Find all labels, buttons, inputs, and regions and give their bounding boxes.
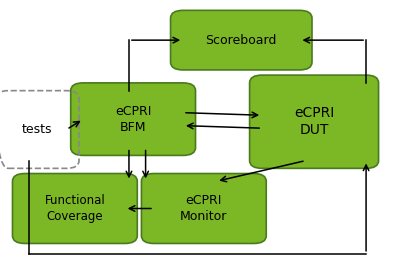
FancyBboxPatch shape: [71, 83, 196, 155]
FancyBboxPatch shape: [171, 10, 312, 70]
Text: eCPRI
BFM: eCPRI BFM: [115, 105, 151, 134]
Text: Scoreboard: Scoreboard: [206, 34, 277, 47]
FancyBboxPatch shape: [141, 174, 266, 243]
Text: eCPRI
Monitor: eCPRI Monitor: [180, 194, 228, 223]
FancyBboxPatch shape: [12, 174, 137, 243]
Text: tests: tests: [22, 123, 53, 136]
Text: Functional
Coverage: Functional Coverage: [45, 194, 105, 223]
FancyBboxPatch shape: [250, 75, 379, 168]
Text: eCPRI
DUT: eCPRI DUT: [294, 106, 334, 137]
